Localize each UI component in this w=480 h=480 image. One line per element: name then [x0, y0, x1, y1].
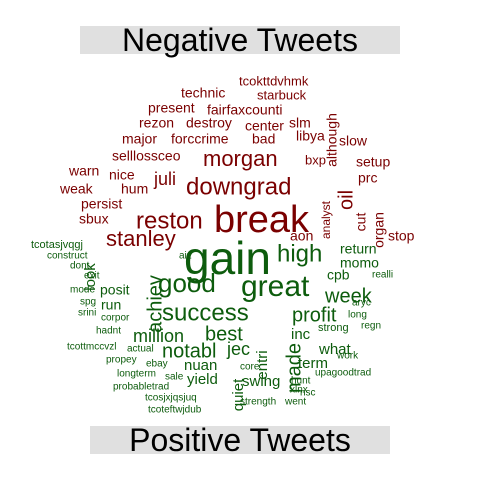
- negative-word: slm: [289, 115, 311, 131]
- positive-word: corpor: [101, 313, 130, 324]
- positive-word: exit: [84, 271, 100, 282]
- negative-word: prc: [358, 170, 377, 186]
- negative-word: aon: [290, 228, 313, 244]
- positive-word: actual: [127, 344, 154, 355]
- positive-word: srini: [78, 308, 96, 319]
- negative-word: destroy: [186, 115, 232, 131]
- positive-word: posit: [100, 282, 130, 298]
- positive-word: realli: [372, 270, 393, 281]
- positive-word: sale: [165, 372, 184, 383]
- negative-word: slow: [339, 133, 368, 149]
- positive-word: swing: [242, 373, 280, 390]
- negative-word: stop: [388, 228, 415, 244]
- positive-word: best: [205, 323, 243, 345]
- negative-word: major: [122, 131, 157, 147]
- positive-word: probabletrad: [113, 382, 169, 393]
- negative-word: weak: [59, 181, 94, 197]
- negative-word: reston: [136, 207, 203, 234]
- positive-word: dont: [70, 261, 90, 272]
- negative-word: cut: [353, 213, 369, 232]
- positive-word: quiet: [230, 378, 247, 411]
- positive-word: term: [298, 355, 328, 372]
- positive-word: notabl: [162, 340, 217, 362]
- positive-word: success: [162, 299, 249, 326]
- positive-word: jec: [226, 339, 250, 359]
- positive-word: longterm: [117, 369, 156, 380]
- positive-word: mode: [70, 285, 95, 296]
- positive-word: achiev: [144, 275, 166, 333]
- negative-word: tcokttdvhmk: [239, 73, 309, 88]
- positive-word: tcotasjvqgj: [31, 239, 83, 251]
- negative-word: fairfaxcounti: [207, 102, 282, 118]
- positive-word: tcosjxjqsjuq: [145, 393, 197, 404]
- positive-word: high: [277, 240, 322, 267]
- positive-word: profit: [292, 304, 337, 326]
- positive-word: million: [133, 326, 184, 346]
- positive-word: run: [101, 297, 121, 313]
- negative-word: center: [245, 118, 284, 134]
- negative-word: rezon: [139, 115, 174, 131]
- positive-word: ebay: [146, 359, 168, 370]
- positive-word: upagoodtrad: [315, 368, 371, 379]
- negative-word: analyst: [319, 200, 333, 239]
- negative-word: setup: [356, 154, 390, 170]
- positive-word: gain: [184, 232, 271, 284]
- positive-word: hunt: [291, 376, 311, 387]
- positive-word: entri: [254, 350, 271, 379]
- positive-word: construct: [47, 251, 88, 262]
- positive-word: good: [158, 268, 216, 298]
- positive-word: went: [284, 397, 306, 408]
- positive-word: aryc: [352, 298, 371, 309]
- negative-word: downgrad: [186, 173, 291, 200]
- positive-word: tcottmccvzl: [67, 342, 116, 353]
- positive-word: look: [82, 263, 99, 291]
- negative-word: morgan: [203, 146, 278, 171]
- negative-word: bxp: [305, 152, 326, 167]
- positive-word: yield: [187, 371, 218, 388]
- positive-title: Positive Tweets: [90, 424, 390, 456]
- positive-word: return: [340, 241, 377, 257]
- positive-word: strong: [318, 322, 349, 334]
- positive-word: cpb: [327, 267, 350, 283]
- negative-word: bad: [252, 131, 275, 147]
- positive-word: tcoteftwjdub: [148, 405, 202, 416]
- positive-word: core: [240, 362, 260, 373]
- positive-word: long: [348, 310, 367, 321]
- negative-word: oil: [335, 190, 357, 210]
- positive-word: spg: [80, 297, 96, 308]
- positive-word: week: [324, 285, 373, 307]
- negative-word: forccrime: [171, 131, 229, 147]
- positive-word: inc: [291, 326, 311, 343]
- negative-title: Negative Tweets: [80, 24, 400, 56]
- negative-word: warn: [68, 163, 99, 179]
- positive-word: made: [283, 343, 305, 393]
- positive-word: what: [318, 341, 352, 358]
- positive-word: strength: [240, 397, 276, 408]
- negative-word: stanley: [106, 226, 176, 251]
- negative-word: technic: [181, 85, 225, 101]
- negative-word: organ: [371, 212, 387, 248]
- negative-word: hum: [121, 181, 148, 197]
- positive-word: xlnx: [290, 385, 308, 396]
- negative-word: starbuck: [257, 87, 307, 102]
- positive-word: hadnt: [96, 326, 121, 337]
- positive-word: aiz: [179, 251, 192, 262]
- negative-word: nice: [109, 167, 135, 183]
- positive-word: momo: [340, 255, 379, 271]
- negative-word: present: [148, 100, 195, 116]
- positive-word: nsc: [300, 388, 316, 399]
- negative-word: sbux: [79, 211, 109, 227]
- negative-word: selllossceo: [112, 148, 181, 164]
- positive-word: regn: [361, 321, 381, 332]
- positive-word: nuan: [184, 357, 217, 374]
- negative-word: break: [214, 199, 310, 241]
- negative-word: juli: [153, 169, 176, 189]
- positive-word: great: [241, 270, 310, 303]
- positive-word: work: [336, 351, 359, 362]
- negative-word: although: [324, 113, 340, 167]
- negative-word: persist: [81, 196, 122, 212]
- positive-word: propey: [106, 355, 137, 366]
- negative-word: libya: [296, 128, 325, 144]
